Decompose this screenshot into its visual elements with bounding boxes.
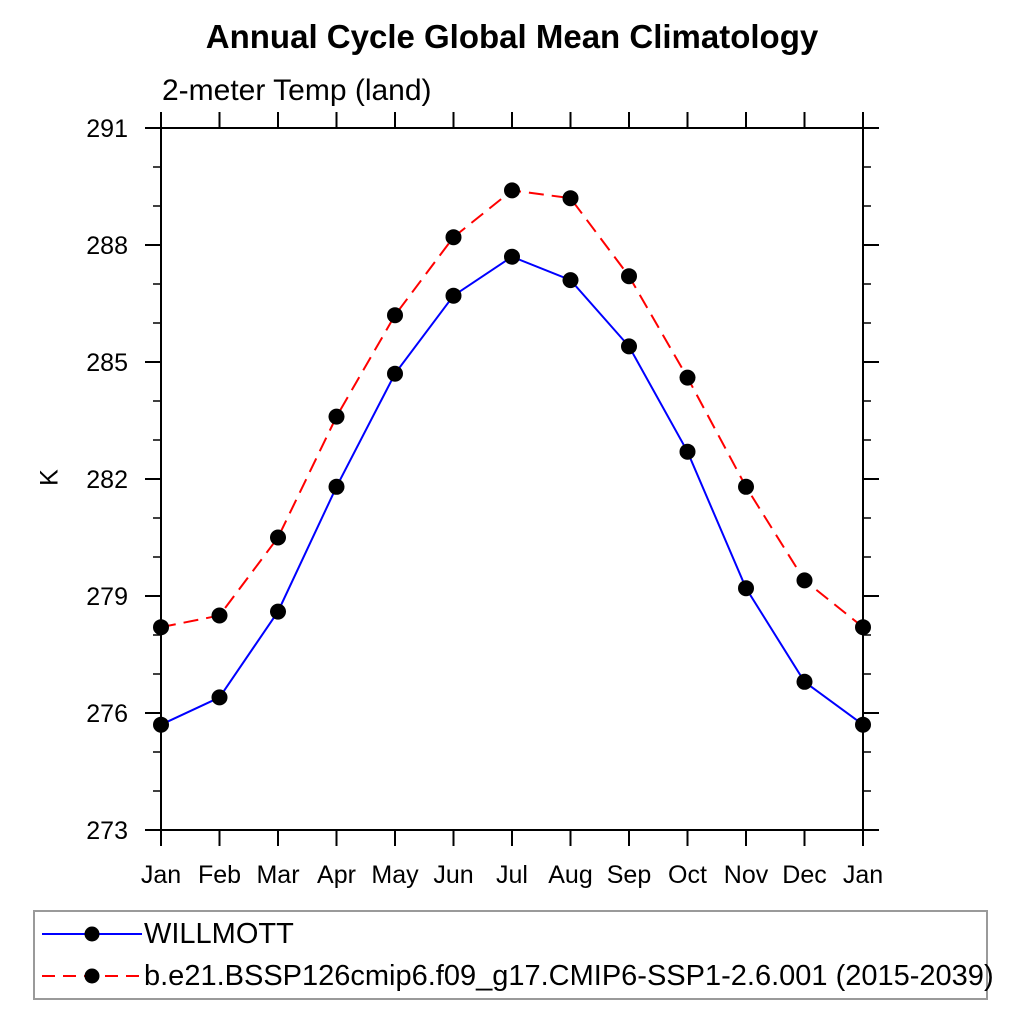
chart-title: Annual Cycle Global Mean Climatology [205,18,819,55]
legend-marker-dot [84,926,100,942]
data-point-1-Jun [445,229,462,246]
data-point-1-Mar [270,529,286,546]
legend-label-willmott: WILLMOTT [144,917,294,950]
legend-item-willmott: WILLMOTT [35,914,986,954]
data-point-1-Aug [562,190,579,207]
y-tick-label: 291 [86,115,128,143]
data-point-0-Dec [796,673,813,690]
y-tick-label: 276 [86,700,128,728]
x-tick-label: Jan [843,861,883,889]
data-point-1-Nov [738,478,754,495]
x-tick-label: Feb [198,861,241,889]
data-point-0-May [387,365,403,382]
legend-marker-dot [84,968,100,984]
y-tick-label: 279 [86,583,128,611]
x-tick-label: May [371,861,419,889]
legend-item-model: b.e21.BSSP126cmip6.f09_g17.CMIP6-SSP1-2.… [35,956,994,996]
data-point-1-Apr [328,408,345,425]
legend-swatch-solid [42,926,142,942]
x-tick-label: Oct [668,861,707,889]
x-tick-label: Nov [724,861,769,889]
data-point-0-Apr [328,478,345,495]
y-tick-label: 288 [86,232,128,260]
x-tick-label: Jan [141,861,181,889]
data-point-1-Jan [855,619,871,636]
data-point-1-May [387,307,403,324]
legend-box: WILLMOTT b.e21.BSSP126cmip6.f09_g17.CMIP… [33,910,994,1000]
data-point-0-Oct [679,443,696,460]
data-point-0-Mar [270,603,286,620]
series-line-0 [160,255,864,726]
data-point-0-Jan [855,716,871,733]
legend-swatch-dashed [42,968,142,984]
data-point-0-Sep [621,338,637,355]
chart-subtitle: 2-meter Temp (land) [162,74,432,107]
y-tick-label: 285 [86,349,128,377]
data-point-0-Jan [153,716,169,733]
data-point-0-Nov [738,580,754,597]
x-tick-label: Mar [256,861,299,889]
y-tick-label: 273 [86,817,128,845]
data-point-1-Dec [796,572,813,589]
data-point-0-Feb [211,689,228,706]
data-point-1-Jul [504,182,520,199]
x-tick-label: Sep [607,861,651,889]
data-point-1-Jan [153,619,169,636]
data-point-1-Feb [211,607,228,624]
x-tick-label: Dec [782,861,826,889]
data-point-0-Jun [445,287,462,304]
x-tick-label: Jun [433,861,473,889]
data-point-1-Sep [621,268,637,285]
data-point-1-Oct [679,369,696,386]
plot-frame [160,127,864,831]
x-tick-label: Aug [548,861,592,889]
legend-label-model: b.e21.BSSP126cmip6.f09_g17.CMIP6-SSP1-2.… [144,959,994,992]
y-tick-label: 282 [86,466,128,494]
x-tick-label: Apr [317,861,356,889]
data-point-0-Aug [562,272,579,289]
x-tick-label: Jul [496,861,528,889]
data-point-0-Jul [504,248,520,265]
